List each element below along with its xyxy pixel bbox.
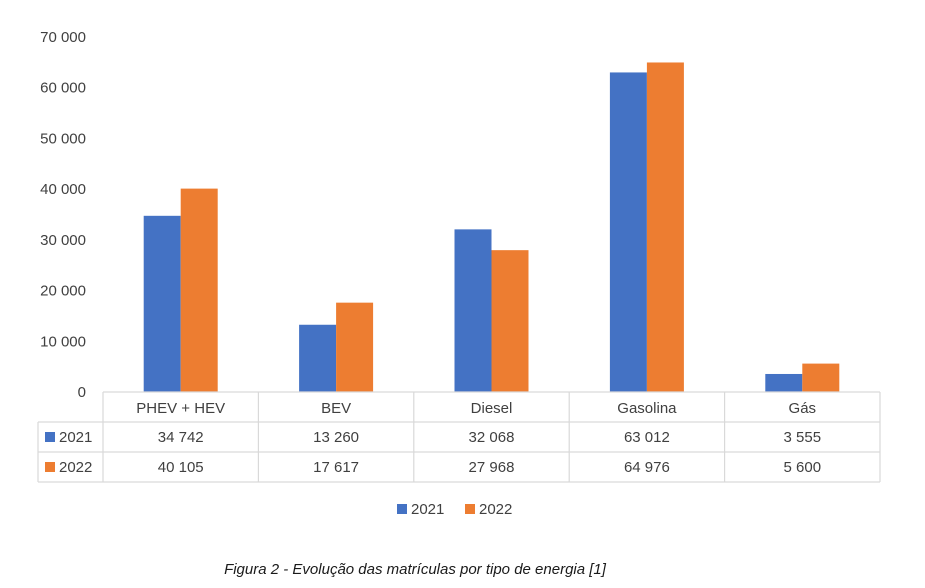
y-tick-label: 10 000: [40, 333, 86, 350]
legend: 2021 2022: [397, 501, 512, 518]
y-axis: 0 10 000 20 000 30 000 40 000 50 000 60 000 70 …: [40, 29, 86, 401]
table-cell: 64 976: [624, 459, 670, 476]
bars: [143, 62, 840, 393]
bar-2021-1: [143, 215, 181, 392]
table-cell: 3 555: [784, 429, 822, 446]
table-cell: 13 260: [313, 429, 359, 446]
bar-2022-1: [180, 188, 218, 392]
data-table: PHEV + HEV BEV Diesel Gasolina Gás 2021 34 742…: [37, 391, 881, 483]
series-row-label: 2021: [59, 429, 92, 446]
bar-2021-4: [609, 72, 647, 392]
bar-2022-2: [336, 302, 374, 392]
legend-label: 2022: [479, 501, 512, 518]
series-key-2021: [45, 432, 55, 442]
bar-2021-2: [299, 324, 337, 392]
y-tick-label: 30 000: [40, 232, 86, 249]
table-cell: 63 012: [624, 429, 670, 446]
category-label: Gás: [789, 400, 817, 417]
bar-2021-3: [454, 229, 492, 392]
category-label: Gasolina: [617, 400, 677, 417]
y-tick-label: 60 000: [40, 80, 86, 97]
bar-2022-4: [646, 62, 684, 393]
legend-label: 2021: [411, 501, 444, 518]
table-cell: 5 600: [784, 459, 822, 476]
figure-caption: Figura 2 - Evolução das matrículas por t…: [224, 561, 606, 578]
y-tick-label: 70 000: [40, 29, 86, 46]
y-tick-label: 20 000: [40, 283, 86, 300]
y-tick-label: 40 000: [40, 181, 86, 198]
bar-2022-3: [491, 250, 529, 392]
legend-swatch-2021: [397, 504, 407, 514]
table-cell: 40 105: [158, 459, 204, 476]
series-key-2022: [45, 462, 55, 472]
table-cell: 17 617: [313, 459, 359, 476]
table-cell: 32 068: [469, 429, 515, 446]
table-cell: 34 742: [158, 429, 204, 446]
bar-2022-5: [802, 363, 840, 392]
chart: 0 10 000 20 000 30 000 40 000 50 000 60 000 70 …: [37, 29, 881, 518]
category-label: Diesel: [471, 400, 513, 417]
y-tick-label: 50 000: [40, 130, 86, 147]
table-cell: 27 968: [469, 459, 515, 476]
series-row-label: 2022: [59, 459, 92, 476]
legend-swatch-2022: [465, 504, 475, 514]
category-label: PHEV + HEV: [136, 400, 225, 417]
y-tick-label: 0: [78, 384, 86, 401]
category-label: BEV: [321, 400, 351, 417]
bar-2021-5: [765, 373, 803, 392]
